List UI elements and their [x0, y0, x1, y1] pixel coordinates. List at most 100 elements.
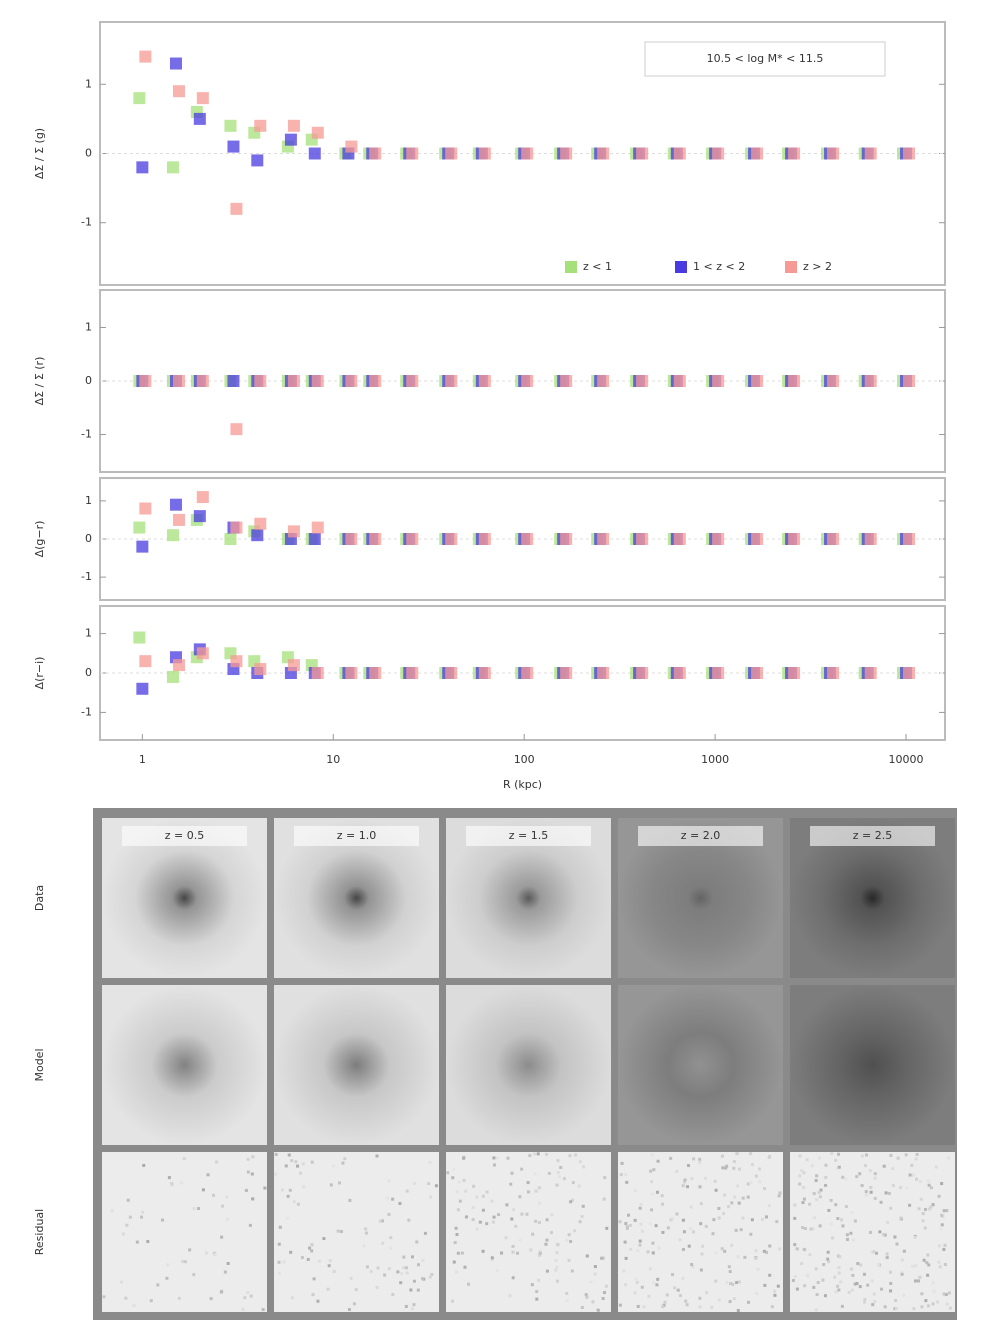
noise — [277, 1260, 281, 1264]
noise — [500, 1251, 504, 1255]
y-axis-label: Δ(r−i) — [33, 657, 46, 690]
x-tick-label: 1000 — [701, 753, 729, 766]
data-point — [636, 147, 649, 160]
noise — [889, 1153, 893, 1157]
y-axis-label: ΔΣ / Σ (g) — [33, 128, 46, 179]
noise — [689, 1227, 693, 1231]
noise — [939, 1227, 943, 1231]
noise — [490, 1199, 494, 1203]
noise — [624, 1221, 628, 1225]
noise — [602, 1291, 606, 1295]
data-point — [166, 529, 179, 542]
noise — [596, 1308, 600, 1312]
noise — [749, 1181, 753, 1185]
noise — [870, 1250, 874, 1254]
data-point — [345, 533, 358, 545]
noise — [791, 1278, 795, 1282]
noise — [692, 1157, 696, 1161]
data-point — [478, 147, 491, 160]
noise — [655, 1283, 659, 1287]
noise — [537, 1278, 541, 1282]
noise — [810, 1164, 814, 1168]
noise — [873, 1176, 877, 1180]
noise — [602, 1197, 606, 1201]
noise — [894, 1306, 898, 1310]
noise — [383, 1273, 387, 1277]
noise — [698, 1305, 702, 1309]
noise — [601, 1297, 605, 1301]
noise — [710, 1305, 714, 1309]
noise — [670, 1217, 674, 1221]
noise — [836, 1166, 840, 1170]
noise — [619, 1173, 623, 1177]
noise — [813, 1216, 817, 1220]
noise — [863, 1164, 867, 1168]
noise — [481, 1208, 485, 1212]
noise — [736, 1184, 740, 1188]
data-point — [478, 375, 491, 387]
data-point — [169, 57, 182, 70]
noise — [454, 1226, 458, 1230]
noise — [310, 1243, 314, 1247]
data-point — [560, 375, 573, 387]
noise — [654, 1224, 658, 1228]
noise — [177, 1296, 181, 1300]
column-title: z = 1.0 — [337, 829, 376, 842]
noise — [132, 1304, 136, 1308]
data-point — [445, 147, 458, 160]
noise — [516, 1251, 520, 1255]
noise — [550, 1213, 554, 1217]
noise — [380, 1219, 384, 1223]
noise — [292, 1200, 296, 1204]
noise — [864, 1190, 868, 1194]
noise — [910, 1163, 914, 1167]
noise — [410, 1307, 414, 1311]
noise — [754, 1256, 758, 1260]
data-point — [193, 510, 206, 523]
noise — [849, 1231, 853, 1235]
data-point — [172, 659, 185, 672]
noise — [767, 1204, 771, 1208]
data-point — [636, 533, 649, 545]
noise — [378, 1219, 382, 1223]
noise — [387, 1267, 391, 1271]
noise — [661, 1305, 665, 1309]
noise — [557, 1175, 561, 1179]
noise — [691, 1265, 695, 1269]
noise — [836, 1284, 840, 1288]
noise — [823, 1294, 827, 1298]
noise — [800, 1262, 804, 1266]
noise — [508, 1294, 512, 1298]
noise — [831, 1236, 835, 1240]
noise — [918, 1180, 922, 1184]
title-box — [294, 826, 419, 846]
data-point — [673, 375, 686, 387]
noise — [633, 1291, 637, 1295]
noise — [455, 1232, 459, 1236]
y-tick-label: 1 — [85, 627, 92, 640]
noise — [286, 1216, 290, 1220]
data-point — [673, 667, 686, 679]
noise — [827, 1260, 831, 1264]
noise — [723, 1193, 727, 1197]
noise — [942, 1209, 946, 1213]
noise — [183, 1260, 187, 1264]
image-cell — [102, 985, 267, 1145]
noise — [866, 1283, 870, 1287]
data-point — [369, 375, 382, 387]
noise — [793, 1275, 797, 1279]
annotation-box — [644, 41, 886, 77]
noise — [657, 1246, 661, 1250]
noise — [294, 1160, 298, 1164]
noise — [423, 1231, 427, 1235]
noise — [704, 1224, 708, 1228]
data-point — [169, 498, 182, 511]
noise — [754, 1174, 758, 1178]
noise — [343, 1157, 347, 1161]
noise — [888, 1270, 892, 1274]
noise — [652, 1168, 656, 1172]
noise — [690, 1263, 694, 1267]
noise — [746, 1195, 750, 1199]
noise — [922, 1258, 926, 1262]
noise — [327, 1264, 331, 1268]
